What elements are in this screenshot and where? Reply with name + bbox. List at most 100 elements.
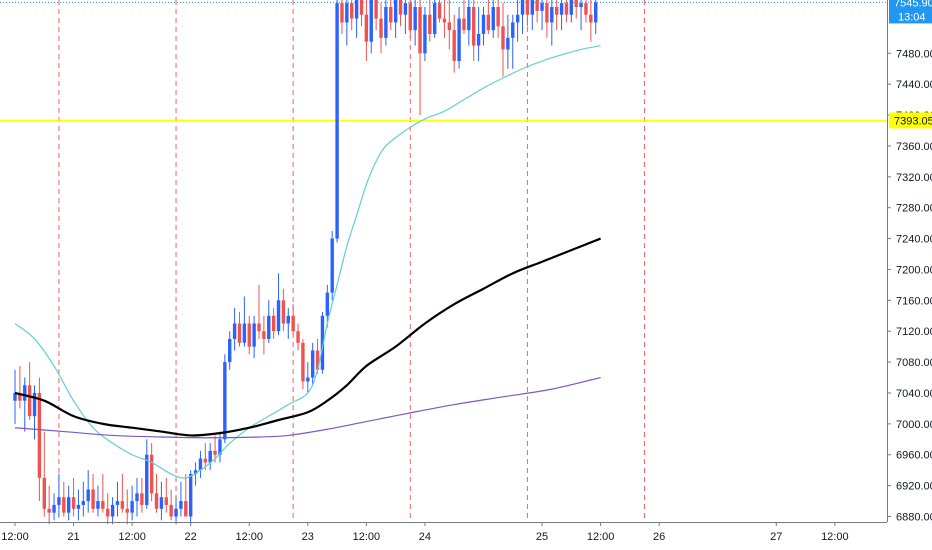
- candle-body: [257, 323, 261, 332]
- candle-body: [384, 6, 388, 38]
- time-tick-label: 27: [770, 531, 782, 543]
- candle-body: [447, 22, 452, 31]
- candle-body: [491, 6, 495, 31]
- candle-body: [506, 37, 510, 50]
- price-tick-label: 7360.00: [896, 141, 932, 153]
- candle-body: [442, 18, 447, 23]
- candle-body: [32, 392, 37, 417]
- candle-body: [286, 315, 290, 324]
- candle-body: [184, 501, 188, 517]
- candle-body: [481, 14, 486, 34]
- candle-body: [213, 450, 217, 455]
- candle-body: [252, 323, 256, 347]
- candle-body: [52, 504, 56, 513]
- candle-body: [320, 315, 325, 370]
- candle-body: [296, 331, 300, 343]
- candle-body: [135, 493, 139, 502]
- candle-body: [164, 497, 168, 505]
- candle-body: [66, 497, 71, 513]
- candle-body: [525, 0, 530, 15]
- candle-body: [457, 18, 461, 62]
- time-tick-label: 12:00: [118, 531, 146, 543]
- candle-body: [86, 489, 90, 502]
- candle-body: [247, 323, 251, 347]
- candle-body: [276, 300, 281, 332]
- price-tick-label: 6920.00: [896, 481, 932, 493]
- candle-body: [242, 323, 247, 343]
- candle-body: [486, 14, 491, 31]
- time-tick-label: 12:00: [821, 531, 849, 543]
- level-price-label: 7393.05: [889, 112, 932, 129]
- candle-body: [403, 3, 408, 15]
- candle-body: [379, 18, 383, 38]
- candle-body: [340, 3, 344, 23]
- time-tick-label: 22: [185, 531, 197, 543]
- candle-body: [540, 3, 544, 11]
- candle-body: [169, 504, 173, 517]
- candle-body: [115, 501, 120, 505]
- candle-body: [413, 6, 417, 31]
- time-tick-label: 26: [653, 531, 665, 543]
- candle-body: [218, 439, 222, 455]
- candle-body: [96, 501, 100, 509]
- price-tick-label: 7120.00: [896, 326, 932, 338]
- time-tick-label: 12:00: [235, 531, 263, 543]
- candle-body: [145, 454, 149, 505]
- candle-body: [301, 342, 305, 382]
- candle-body: [418, 6, 422, 54]
- candle-body: [81, 501, 86, 505]
- candle-body: [71, 497, 76, 509]
- candle-body: [208, 450, 212, 463]
- candle-body: [91, 489, 95, 509]
- price-axis[interactable]: 7480.007440.007400.007360.007320.007280.…: [887, 48, 932, 524]
- candle-body: [515, 14, 520, 23]
- candle-body: [462, 18, 466, 31]
- price-tick-label: 6960.00: [896, 450, 932, 462]
- candle-body: [579, 3, 583, 7]
- candle-body: [27, 385, 32, 417]
- candle-body: [232, 323, 237, 339]
- candle-body: [432, 3, 437, 35]
- candle-body: [62, 497, 66, 513]
- candle-body: [472, 6, 476, 46]
- candle-body: [330, 238, 334, 293]
- candle-body: [262, 331, 266, 339]
- price-tick-label: 7440.00: [896, 79, 932, 91]
- ma-mid-line: [14, 237, 602, 437]
- candle-body: [159, 497, 164, 509]
- candle-body: [550, 6, 554, 23]
- candle-body: [237, 323, 242, 343]
- candle-body: [564, 3, 569, 15]
- price-tick-label: 7160.00: [896, 295, 932, 307]
- candle-body: [520, 0, 525, 15]
- candle-body: [267, 315, 271, 339]
- current-price-label: 7545.90 13:04: [889, 0, 932, 24]
- time-tick-label: 23: [302, 531, 314, 543]
- time-tick-label: 12:00: [1, 531, 29, 543]
- candle-body: [496, 6, 500, 27]
- candle-body: [57, 497, 61, 505]
- candle-body: [140, 493, 144, 505]
- candle-body: [398, 0, 403, 15]
- candle-body: [554, 6, 559, 15]
- candle-body: [325, 292, 330, 316]
- candle-body: [374, 0, 378, 19]
- candle-body: [188, 474, 193, 517]
- candle-body: [281, 300, 286, 324]
- candle-body: [393, 0, 398, 23]
- candle-body: [574, 0, 578, 7]
- candle-body: [154, 493, 159, 509]
- candle-body: [437, 3, 442, 19]
- price-tick-label: 7000.00: [896, 419, 932, 431]
- candle-body: [125, 508, 129, 513]
- time-axis[interactable]: 12:00 21 12:00 22 12:00 23 12:00 24 25 12:00 26 27 1…: [1, 522, 849, 543]
- candle-body: [47, 508, 51, 513]
- candle-body: [271, 315, 276, 332]
- time-tick-label: 21: [67, 531, 79, 543]
- candle-body: [18, 392, 22, 401]
- candle-body: [354, 0, 359, 19]
- candle-body: [23, 385, 27, 401]
- candle-body: [364, 14, 369, 42]
- price-tick-label: 7080.00: [896, 357, 932, 369]
